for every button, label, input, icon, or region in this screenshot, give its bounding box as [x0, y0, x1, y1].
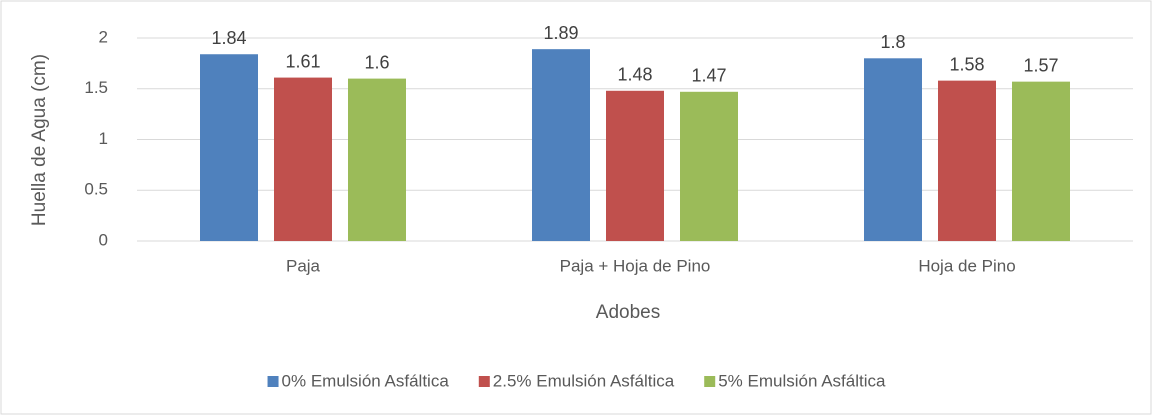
- data-label: 1.89: [543, 23, 578, 43]
- data-label: 1.57: [1023, 55, 1058, 75]
- legend-swatch: [478, 376, 490, 387]
- data-label: 1.48: [617, 65, 652, 85]
- data-label: 1.6: [364, 52, 389, 72]
- y-tick-label: 0: [99, 230, 108, 249]
- x-tick-label: Paja + Hoja de Pino: [560, 256, 711, 275]
- legend-swatch: [267, 376, 279, 387]
- bar: [938, 80, 996, 241]
- x-tick-label: Paja: [286, 256, 321, 275]
- legend-label: 2.5% Emulsión Asfáltica: [493, 371, 675, 390]
- bar: [274, 77, 332, 242]
- bar: [200, 54, 258, 241]
- y-tick-label: 2: [99, 27, 108, 46]
- bar: [606, 90, 664, 241]
- x-axis-title: Adobes: [596, 302, 660, 323]
- data-label: 1.58: [949, 54, 984, 74]
- y-tick-label: 0.5: [84, 180, 108, 199]
- legend-label: 5% Emulsión Asfáltica: [718, 371, 886, 390]
- data-label: 1.47: [691, 66, 726, 86]
- data-label: 1.61: [285, 51, 320, 71]
- bar: [348, 78, 406, 241]
- data-label: 1.8: [880, 32, 905, 52]
- bar: [1012, 81, 1070, 242]
- legend-swatch: [704, 376, 716, 387]
- x-tick-label: Hoja de Pino: [918, 256, 1015, 275]
- bar: [864, 58, 922, 241]
- bar: [680, 91, 738, 241]
- y-axis-title: Huella de Agua (cm): [29, 54, 50, 226]
- data-label: 1.84: [211, 28, 246, 48]
- legend-label: 0% Emulsión Asfáltica: [282, 371, 450, 390]
- y-tick-label: 1: [99, 129, 108, 148]
- bar: [532, 49, 590, 241]
- y-tick-label: 1.5: [84, 78, 108, 97]
